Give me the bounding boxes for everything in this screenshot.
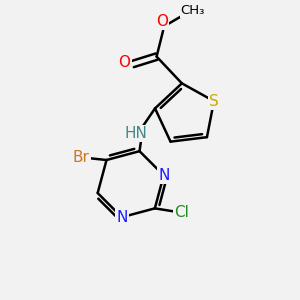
Text: HN: HN: [124, 126, 147, 141]
Text: CH₃: CH₃: [181, 4, 205, 17]
Text: O: O: [118, 55, 130, 70]
Text: N: N: [158, 168, 169, 183]
Text: S: S: [209, 94, 219, 109]
Text: O: O: [156, 14, 168, 29]
Text: Br: Br: [73, 149, 90, 164]
Text: N: N: [116, 210, 128, 225]
Text: Cl: Cl: [174, 205, 189, 220]
